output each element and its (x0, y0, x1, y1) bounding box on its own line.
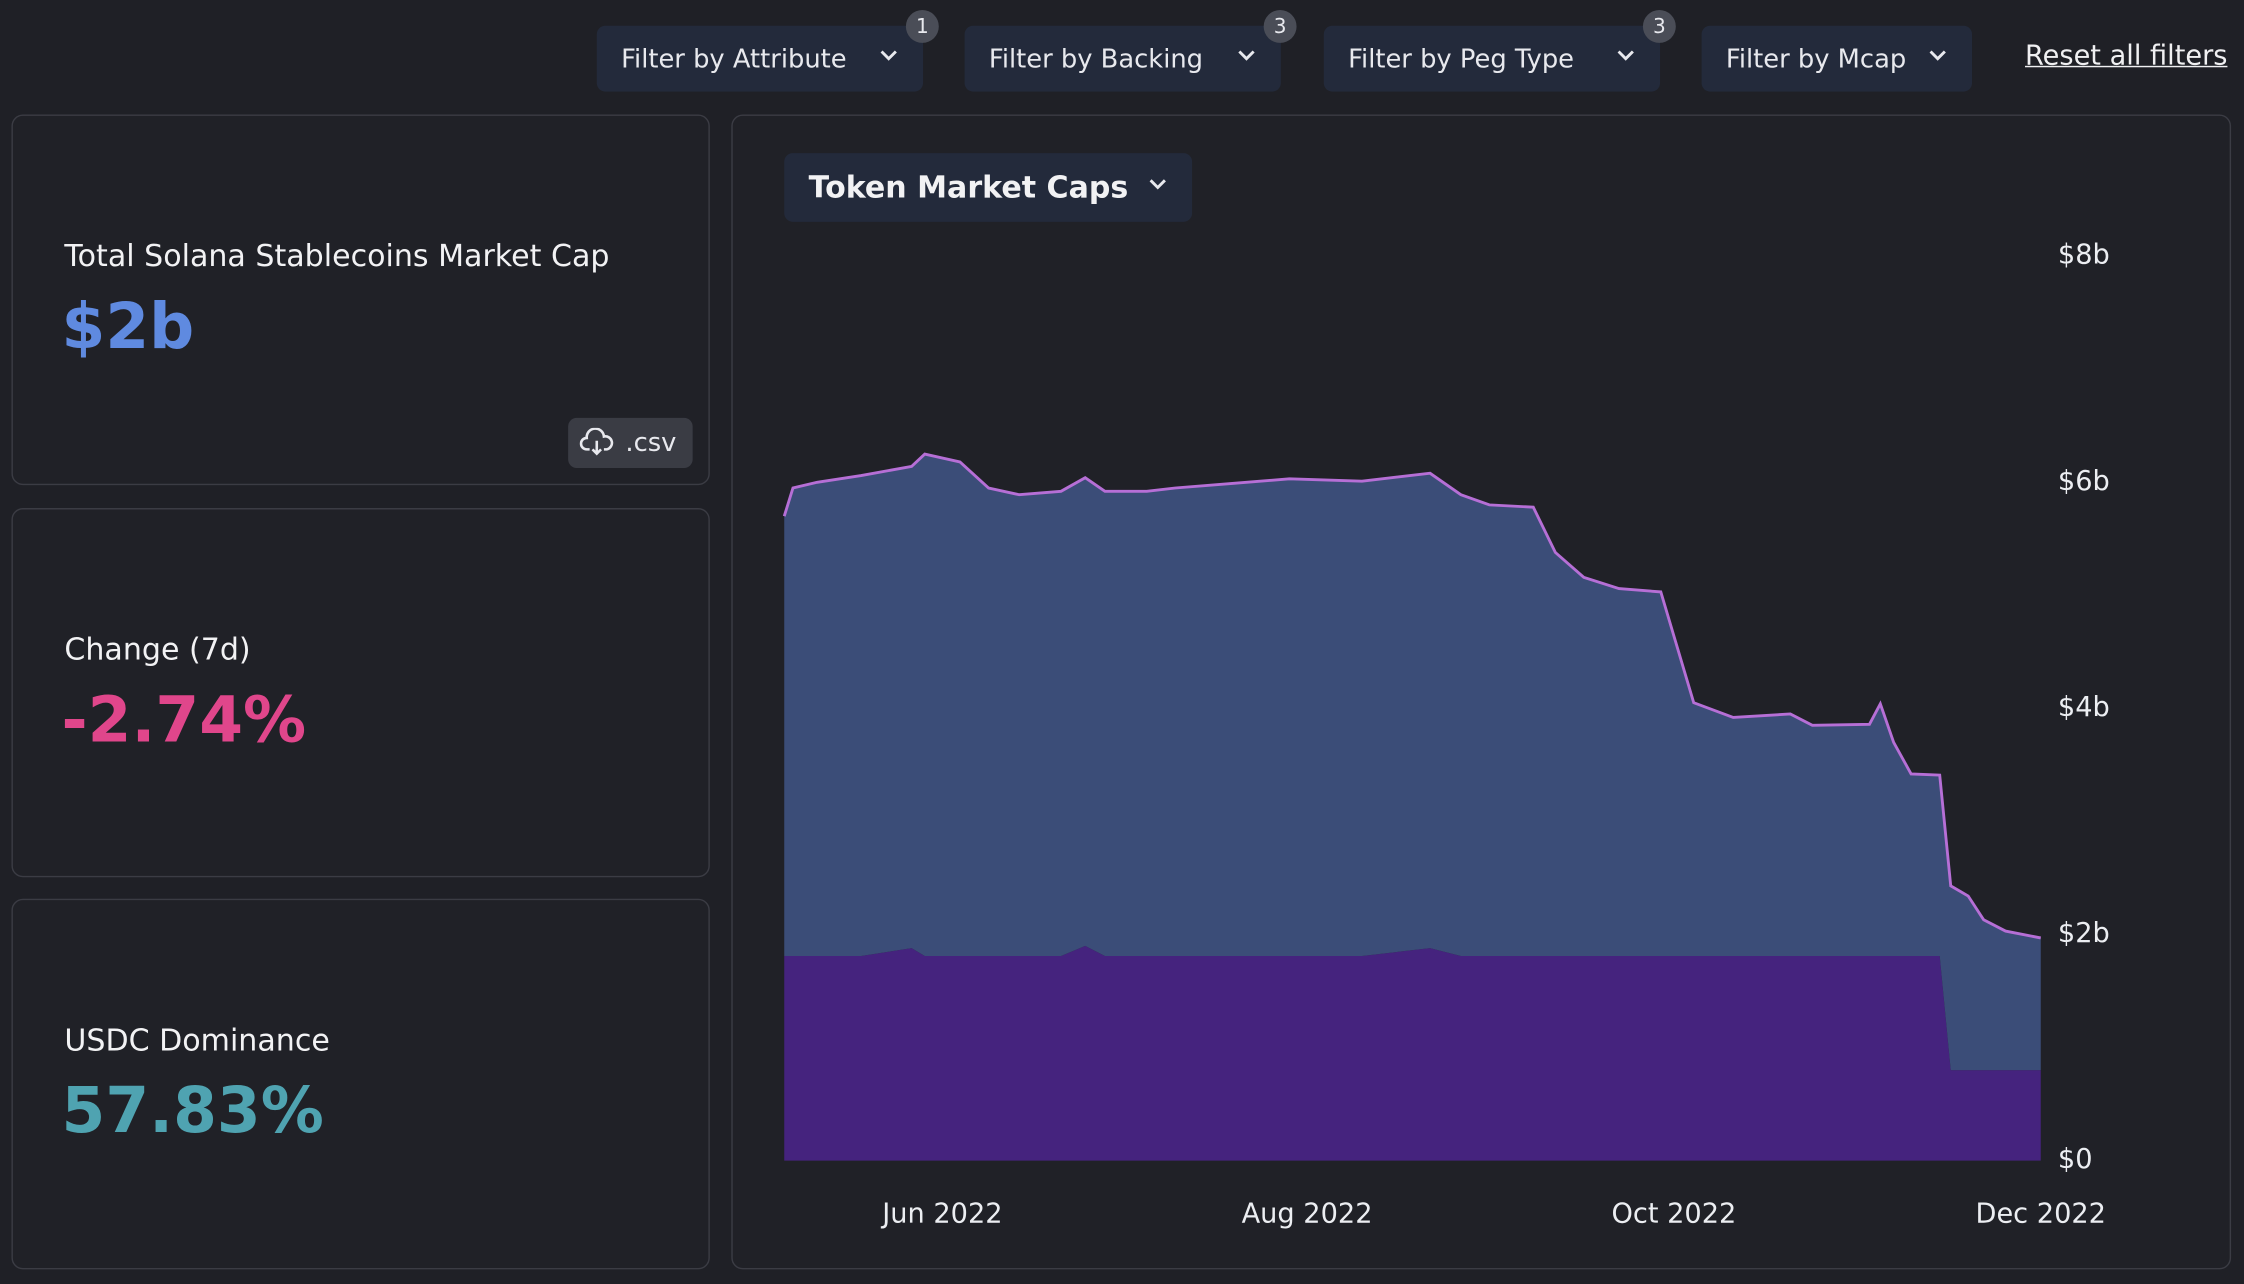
csv-button[interactable]: .csv (568, 417, 693, 468)
filter-label: Filter by Backing (988, 43, 1204, 74)
filter-label: Filter by Attribute (621, 43, 847, 74)
filter-button[interactable]: Filter by Mcap (1701, 25, 1973, 92)
y-tick-label: $6b (2058, 466, 2110, 497)
stat-card: Change (7d) -2.74% (11, 508, 710, 878)
area (784, 945, 2041, 1161)
stat-card: USDC Dominance 57.83% (11, 898, 710, 1270)
filter-count: 3 (1263, 10, 1297, 43)
csv-label: .csv (625, 427, 677, 458)
stat-value: $2b (61, 290, 195, 364)
x-tick-label: Aug 2022 (1242, 1199, 1373, 1230)
area-edge (782, 452, 2042, 940)
reset-link[interactable]: Reset all filters (2025, 40, 2228, 72)
y-tick-label: $8b (2058, 240, 2110, 271)
chart-title-dropdown[interactable]: Token Market Caps (784, 153, 1193, 222)
filter-button[interactable]: Filter by Attribute 1 (596, 10, 939, 92)
stat-label: Change (7d) (64, 632, 251, 667)
chart: $0 $2b $4b $6b $8b Jun 2022 Aug 2022 Oct 2022 De… (782, 240, 2110, 1230)
x-tick-label: Oct 2022 (1611, 1199, 1736, 1230)
stat-value: 57.83% (61, 1074, 324, 1148)
area (784, 454, 2041, 1071)
filter-button[interactable]: Filter by Backing 3 (964, 10, 1297, 92)
stat-value: -2.74% (61, 684, 307, 758)
download-icon (579, 427, 614, 456)
filter-label: Filter by Peg Type (1348, 43, 1575, 74)
filter-button[interactable]: Filter by Peg Type 3 (1323, 10, 1676, 92)
filter-count: 3 (1642, 10, 1676, 43)
chevron (880, 50, 897, 61)
stat-card: Total Solana Stablecoins Market Cap $2b … (11, 114, 710, 486)
stat-label: Total Solana Stablecoins Market Cap (64, 238, 610, 274)
filter-count: 1 (905, 10, 939, 43)
y-tick-label: $0 (2058, 1144, 2093, 1175)
x-tick-label: Dec 2022 (1976, 1199, 2106, 1230)
x-tick-label: Jun 2022 (880, 1199, 1002, 1230)
chart-title: Token Market Caps (808, 170, 1129, 205)
chevron (1617, 50, 1634, 61)
stat-label: USDC Dominance (64, 1023, 330, 1058)
filter-label: Filter by Mcap (1725, 43, 1907, 74)
chevron (1238, 50, 1255, 61)
y-tick-label: $4b (2058, 692, 2110, 723)
chevron (1929, 50, 1946, 61)
chevron (1149, 179, 1166, 190)
chart-card: $0 $2b $4b $6b $8b Jun 2022 Aug 2022 Oct 2022 De… (731, 114, 2232, 1270)
y-tick-label: $2b (2058, 918, 2110, 949)
